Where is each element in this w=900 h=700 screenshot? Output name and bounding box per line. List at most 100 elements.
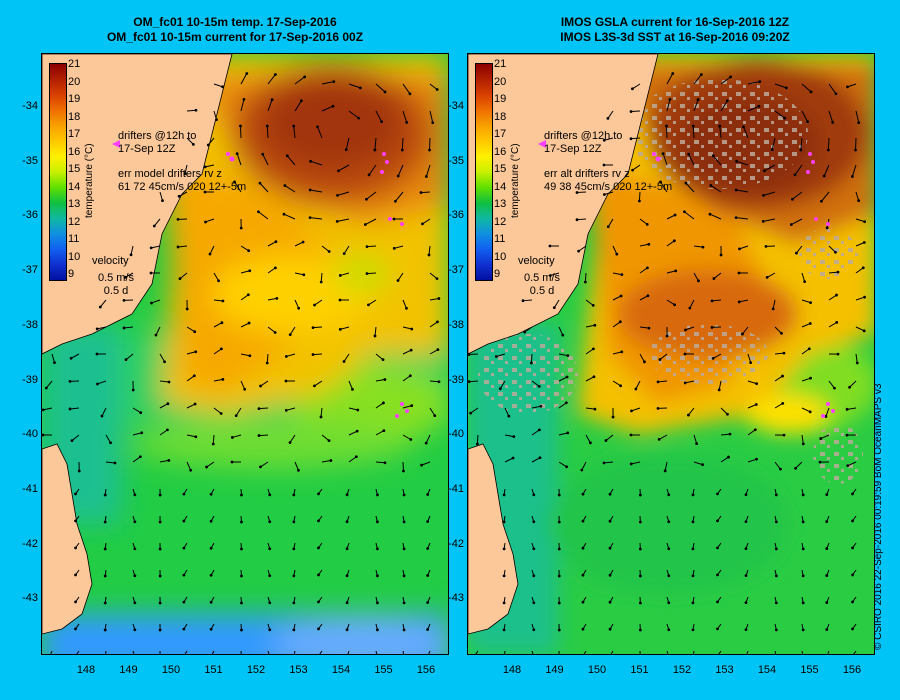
velocity-arrow-head [431, 121, 435, 125]
velocity-arrow [267, 326, 276, 333]
velocity-arrow-head [221, 299, 225, 303]
velocity-arrow-head [342, 252, 346, 256]
velocity-arrow [395, 191, 404, 202]
lat-tick-label: -34 [448, 100, 464, 112]
velocity-arrow [610, 650, 614, 654]
velocity-arrow-head [673, 213, 677, 217]
velocity-arrow [375, 650, 378, 654]
velocity-arrow-head [376, 493, 379, 497]
velocity-arrow-head [606, 225, 610, 229]
velocity-arrow-head [581, 546, 585, 550]
velocity-arrow [742, 326, 749, 335]
velocity-arrow-head [758, 80, 762, 84]
velocity-arrow [720, 76, 731, 85]
velocity-arrow-head [409, 348, 413, 352]
velocity-arrow-head [182, 546, 186, 550]
velocity-arrow [801, 299, 811, 304]
velocity-arrow [321, 460, 331, 463]
velocity-arrow [801, 434, 804, 444]
velocity-arrow-head [857, 121, 861, 125]
velocity-arrow [105, 650, 107, 654]
velocity-arrow-head [755, 382, 758, 386]
velocity-arrow-head [342, 360, 346, 363]
velocity-arrow-head [737, 271, 741, 275]
velocity-arrow [581, 461, 587, 471]
velocity-arrow-head [716, 573, 719, 577]
velocity-arrow-head [862, 329, 866, 333]
velocity-arrow-head [846, 85, 849, 89]
velocity-arrow-head [424, 175, 428, 178]
velocity-arrow-head [409, 438, 413, 441]
velocity-arrow-head [182, 573, 186, 577]
velocity-arrow [320, 407, 323, 417]
velocity-arrow-head [862, 241, 866, 244]
left-map-panel[interactable] [41, 53, 449, 655]
velocity-arrow-head [211, 442, 215, 446]
velocity-arrow-head [615, 252, 619, 256]
velocity-arrow-head [313, 303, 316, 307]
velocity-arrow [375, 379, 385, 382]
velocity-arrow [531, 650, 534, 654]
velocity-arrow [774, 650, 777, 654]
velocity-arrow [345, 137, 350, 150]
velocity-arrow-head [209, 492, 213, 496]
velocity-arrow-head [645, 222, 649, 226]
velocity-arrow-head [809, 90, 813, 94]
velocity-arrow [739, 245, 749, 250]
velocity-arrow [828, 83, 837, 95]
velocity-arrow-head [749, 361, 753, 365]
velocity-arrow-head [774, 493, 778, 497]
velocity-arrow [553, 299, 560, 308]
velocity-arrow-head [683, 381, 687, 385]
velocity-arrow-head [400, 148, 404, 152]
velocity-arrow-head [258, 181, 262, 185]
velocity-arrow [747, 380, 757, 385]
velocity-arrow [468, 353, 479, 356]
velocity-arrow-head [74, 546, 77, 550]
velocity-arrow [585, 434, 591, 444]
velocity-arrow [736, 189, 749, 193]
velocity-arrow-head [667, 547, 671, 551]
velocity-arrow [604, 137, 614, 141]
velocity-arrow-head [158, 520, 162, 524]
velocity-arrow-head [297, 468, 300, 472]
lon-tick-label: 155 [374, 664, 393, 676]
right-title-line2: IMOS L3S-3d SST at 16-Sep-2016 09:20Z [560, 30, 790, 44]
left-panel-title: OM_fc01 10-15m temp. 17-Sep-2016 OM_fc01… [100, 15, 370, 45]
velocity-arrow-head [835, 320, 839, 324]
velocity-arrow [321, 434, 330, 442]
velocity-arrow-head [770, 148, 774, 152]
velocity-arrow-head [74, 627, 77, 631]
velocity-arrow-head [268, 574, 272, 578]
velocity-arrow-head [671, 72, 675, 75]
velocity-arrow [612, 272, 622, 276]
velocity-arrow [801, 323, 811, 328]
velocity-arrow-head [835, 293, 838, 297]
lat-tick-label: -42 [22, 537, 38, 550]
velocity-arrow-head [744, 547, 748, 551]
velocity-arrow-head [638, 601, 642, 605]
velocity-arrow [712, 155, 722, 166]
velocity-arrow-head [209, 627, 213, 631]
velocity-arrow-head [273, 73, 277, 76]
velocity-arrow-head [189, 468, 193, 472]
velocity-arrow [476, 434, 479, 445]
lon-tick-label: 148 [76, 664, 96, 676]
velocity-arrow-head [209, 546, 213, 550]
velocity-arrow [294, 100, 302, 112]
left-velocity-speed: 0.5 m/s [97, 272, 135, 284]
velocity-arrow-head [345, 628, 349, 632]
right-map-panel[interactable] [467, 53, 875, 655]
velocity-arrow-head [240, 628, 243, 632]
velocity-arrow-head [158, 493, 162, 497]
velocity-arrow-head [167, 458, 171, 462]
velocity-arrow [262, 153, 269, 166]
velocity-arrow [688, 407, 695, 416]
velocity-arrow [576, 191, 587, 194]
velocity-arrow [365, 218, 377, 225]
velocity-arrow-head [327, 439, 331, 443]
velocity-arrow [207, 137, 215, 146]
velocity-arrow-head [825, 547, 829, 550]
velocity-arrow-head [799, 148, 803, 152]
left-err-line2: 61 72 45cm/s 020 12+-5m [118, 181, 247, 193]
